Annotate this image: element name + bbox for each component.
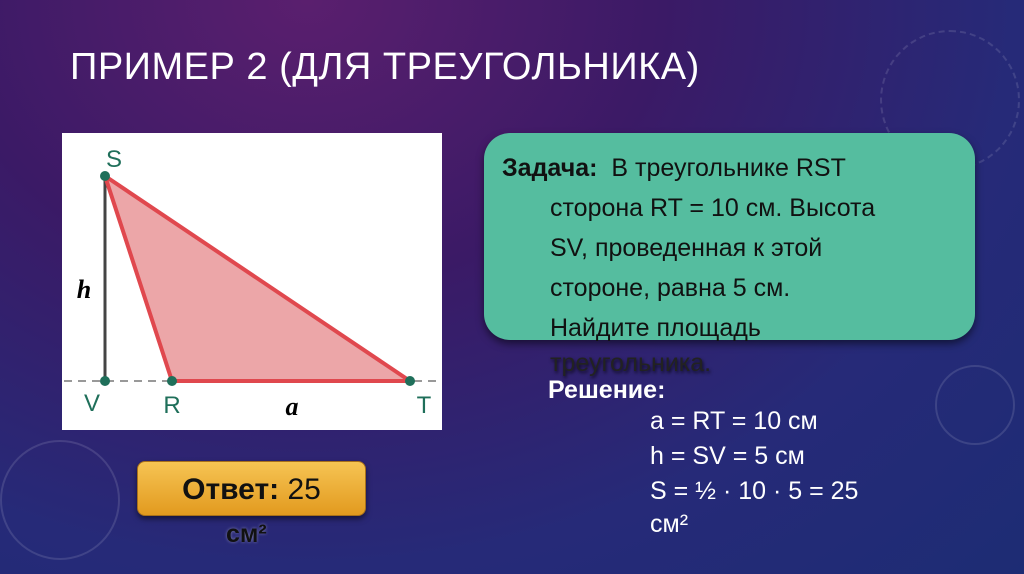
answer-label: Ответ: [182, 473, 280, 506]
answer-value: 25 [287, 473, 321, 506]
solution-line: h = SV = 5 см [650, 442, 805, 470]
label-h: h [77, 275, 91, 304]
label-r: R [163, 392, 180, 419]
task-line: В треугольнике RST [611, 154, 846, 182]
point-s [100, 171, 110, 181]
triangle-figure: S V R T h a [62, 133, 442, 430]
answer-unit: см² [226, 520, 267, 548]
label-t: T [417, 392, 432, 419]
label-a: a [286, 392, 299, 421]
decorative-circle [935, 365, 1015, 445]
solution-line: см² [650, 510, 689, 538]
task-line: Найдите площадь [550, 314, 761, 342]
label-s: S [106, 146, 122, 173]
point-t [405, 376, 415, 386]
solution-line: a = RT = 10 см [650, 407, 818, 435]
solution-line: S = ½ · 10 · 5 = 25 [650, 477, 859, 505]
task-line: сторона RT = 10 см. Высота [550, 194, 876, 222]
task-box [484, 133, 975, 340]
label-v: V [84, 390, 100, 417]
task-text: Задача: В треугольнике RST сторона RT = … [502, 148, 972, 378]
point-v [100, 376, 110, 386]
task-label: Задача: [502, 154, 598, 182]
slide-title: ПРИМЕР 2 (ДЛЯ ТРЕУГОЛЬНИКА) [70, 46, 700, 88]
task-line: треугольника. [550, 349, 712, 377]
point-r [167, 376, 177, 386]
task-line: SV, проведенная к этой [550, 234, 823, 262]
triangle-rst [103, 174, 412, 383]
answer-button[interactable]: Ответ: 25 [137, 461, 366, 516]
task-line: стороне, равна 5 см. [550, 274, 791, 302]
decorative-circle [0, 440, 120, 560]
solution-heading: Решение: [548, 376, 666, 404]
